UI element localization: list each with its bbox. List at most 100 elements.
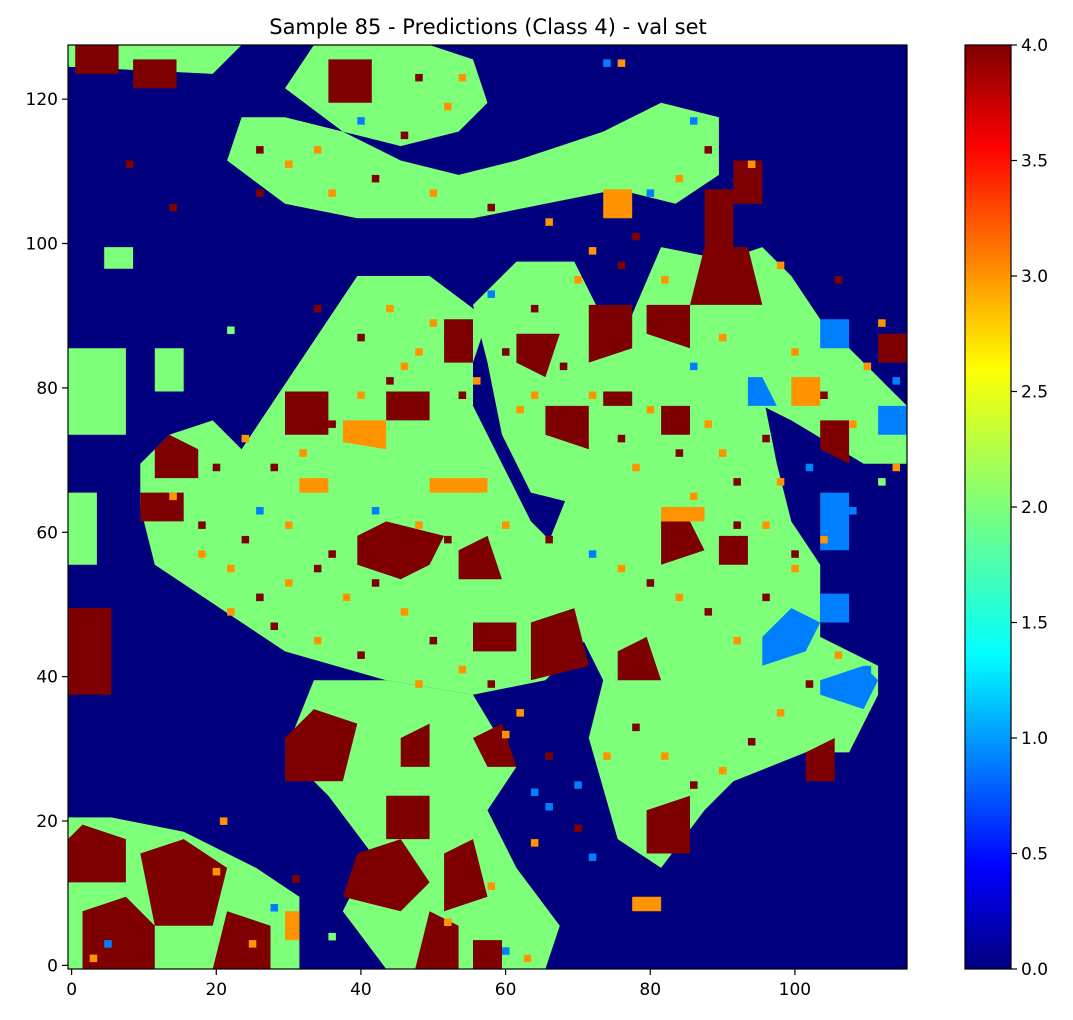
- heatmap-region-class-4: [342, 839, 430, 912]
- heatmap-cell: [516, 405, 524, 414]
- heatmap-cell: [805, 680, 814, 688]
- heatmap-cell: [357, 391, 365, 400]
- heatmap-region-class-4: [473, 622, 517, 652]
- colorbar-tick-label: 3.0: [1021, 267, 1048, 287]
- heatmap-cell: [241, 535, 250, 544]
- heatmap-cell: [747, 160, 756, 169]
- heatmap-region-class-4: [458, 535, 502, 580]
- heatmap-cell: [415, 521, 423, 529]
- heatmap-cell: [762, 593, 770, 602]
- chart-title: Sample 85 - Predictions (Class 4) - val …: [269, 15, 707, 39]
- heatmap-cell: [617, 564, 626, 573]
- heatmap-cell: [675, 174, 684, 183]
- heatmap-cell: [530, 788, 539, 797]
- heatmap-cell: [733, 636, 741, 645]
- heatmap-cell: [285, 521, 293, 529]
- heatmap-cell: [892, 377, 901, 385]
- heatmap-region-class-4: [588, 304, 633, 363]
- heatmap-cell: [256, 146, 264, 154]
- heatmap-cell: [545, 535, 553, 544]
- heatmap-region-class-3: [342, 420, 387, 450]
- heatmap-region-class-4: [444, 839, 488, 912]
- heatmap-region-class-4: [646, 304, 690, 349]
- heatmap-region-class-3: [661, 507, 705, 522]
- heatmap-cell: [834, 651, 843, 659]
- heatmap-cell: [632, 723, 640, 732]
- heatmap-cell: [313, 146, 322, 154]
- heatmap-region-class-3: [299, 478, 329, 493]
- heatmap-cell: [487, 882, 496, 890]
- plot-frame: [67, 44, 908, 970]
- heatmap-cell: [270, 904, 279, 912]
- heatmap-cell: [704, 146, 713, 154]
- heatmap-region-class-4: [444, 319, 473, 363]
- y-tick-label: 100: [26, 235, 58, 255]
- colorbar-tick-label: 0.5: [1021, 845, 1048, 865]
- heatmap-cell: [516, 709, 524, 717]
- heatmap-cell: [328, 932, 336, 941]
- heatmap-cell: [675, 449, 684, 457]
- heatmap-cell: [429, 319, 438, 327]
- heatmap-cell: [227, 608, 235, 616]
- heatmap-cell: [704, 420, 713, 428]
- heatmap-cell: [400, 608, 409, 616]
- heatmap-region-class-4: [704, 189, 734, 248]
- y-tick-label: 0: [47, 956, 58, 976]
- heatmap-cell: [530, 304, 539, 313]
- heatmap-cell: [444, 918, 452, 927]
- heatmap-cell: [574, 781, 582, 789]
- y-tick-label: 20: [36, 812, 58, 832]
- heatmap-cell: [588, 247, 597, 255]
- heatmap-cell: [502, 348, 510, 356]
- y-tick-label: 120: [26, 90, 58, 110]
- heatmap-region-class-4: [140, 839, 228, 926]
- x-tick-label: 20: [205, 980, 227, 1000]
- heatmap-region-class-4: [690, 247, 763, 305]
- heatmap-cell: [820, 391, 828, 400]
- heatmap-cell: [328, 550, 336, 558]
- heatmap-cell: [256, 189, 264, 197]
- heatmap-cell: [502, 947, 510, 955]
- heatmap-cell: [747, 738, 756, 746]
- heatmap-cell: [415, 73, 423, 82]
- heatmap-region-class-4: [400, 723, 430, 767]
- heatmap-cell: [690, 781, 698, 789]
- heatmap-cell: [690, 492, 698, 501]
- heatmap-region-class-4: [878, 333, 907, 363]
- colorbar-tick-label: 1.0: [1021, 729, 1048, 749]
- heatmap-cell: [313, 564, 322, 573]
- heatmap-cell: [646, 405, 655, 414]
- heatmap-region-class-4: [603, 391, 633, 406]
- heatmap-cell: [863, 362, 872, 371]
- heatmap-region-class-2: [68, 492, 97, 565]
- heatmap-cell: [444, 333, 452, 342]
- heatmap-cell: [444, 102, 452, 111]
- heatmap-region-class-4: [357, 521, 445, 580]
- heatmap-cell: [444, 535, 452, 544]
- heatmap-region-class-4: [473, 940, 502, 969]
- heatmap-cell: [458, 665, 467, 674]
- heatmap-region-class-2: [68, 348, 126, 435]
- colorbar-tick-label: 2.0: [1021, 498, 1048, 518]
- heatmap-cell: [328, 420, 336, 428]
- heatmap-cell: [342, 593, 351, 602]
- heatmap-cell: [386, 377, 394, 385]
- heatmap-cell: [849, 507, 857, 515]
- heatmap-region-class-4: [68, 608, 112, 695]
- heatmap-region-class-1: [820, 319, 850, 349]
- heatmap-cell: [212, 867, 221, 876]
- heatmap-cell: [227, 326, 235, 335]
- heatmap-region-class-4: [75, 45, 119, 74]
- heatmap-cell: [776, 261, 785, 270]
- heatmap-cell: [617, 434, 626, 443]
- heatmap-cell: [617, 261, 626, 270]
- heatmap-cell: [313, 304, 322, 313]
- heatmap-cell: [733, 478, 741, 486]
- heatmap-cell: [791, 564, 799, 573]
- heatmap-cell: [502, 730, 510, 739]
- heatmap-cell: [661, 752, 669, 760]
- heatmap-cell: [429, 189, 438, 197]
- heatmap-cell: [219, 817, 228, 825]
- heatmap-cell: [198, 521, 206, 529]
